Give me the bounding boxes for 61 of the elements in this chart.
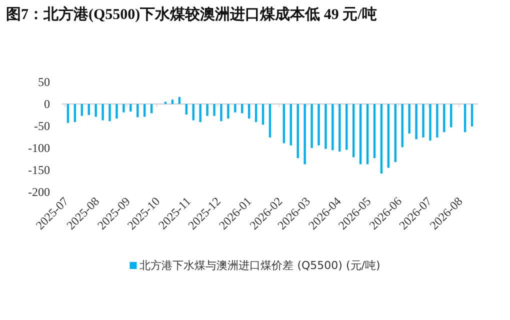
bar	[304, 104, 306, 164]
bar	[248, 104, 250, 119]
y-tick-label: -100	[28, 141, 50, 155]
bar	[88, 104, 90, 115]
bar	[213, 104, 216, 116]
bar	[185, 104, 188, 115]
bar	[324, 104, 327, 149]
bar	[408, 104, 410, 134]
bar	[234, 104, 236, 112]
bar	[227, 104, 230, 119]
bar	[144, 104, 146, 117]
bar	[282, 104, 286, 144]
bar	[171, 100, 174, 104]
bar	[310, 104, 313, 148]
legend-label: 北方港下水煤与澳洲进口煤价差 (Q5500) (元/吨)	[140, 259, 380, 272]
bar	[206, 104, 208, 116]
bar	[373, 104, 376, 158]
bar	[254, 104, 258, 122]
bar	[422, 104, 424, 138]
bar	[338, 104, 341, 152]
y-tick-label: -150	[28, 163, 50, 177]
bar	[74, 104, 76, 122]
bar	[130, 104, 132, 112]
bar	[102, 104, 104, 120]
bar	[436, 104, 438, 138]
bar	[429, 104, 432, 141]
bar	[178, 96, 181, 104]
bar	[464, 104, 466, 132]
bar	[199, 104, 202, 122]
bar	[394, 104, 396, 162]
bar	[401, 104, 404, 148]
bar	[450, 104, 452, 128]
bar	[268, 104, 272, 138]
y-tick-label: 50	[38, 75, 50, 89]
bar	[352, 104, 355, 158]
bar	[415, 104, 418, 140]
y-tick-label: 0	[44, 97, 50, 111]
bar	[380, 104, 383, 174]
chart-title: 图7：北方港(Q5500)下水煤较澳洲进口煤成本低 49 元/吨	[6, 5, 378, 25]
bar	[262, 104, 264, 125]
bar	[470, 104, 474, 126]
bar	[443, 104, 446, 132]
bar	[80, 104, 84, 116]
bar	[192, 104, 194, 120]
bar	[290, 104, 292, 146]
bar	[387, 104, 390, 168]
bar	[220, 104, 222, 122]
bar	[66, 104, 70, 123]
y-tick-label: -200	[28, 185, 50, 199]
bar	[366, 104, 369, 164]
bar	[108, 104, 111, 122]
bar	[359, 104, 362, 164]
bar	[296, 104, 299, 158]
bar	[346, 104, 348, 150]
bar	[122, 104, 125, 112]
bar	[136, 104, 139, 118]
bar	[318, 104, 320, 146]
y-tick-label: -50	[34, 119, 50, 133]
bar	[116, 104, 118, 119]
bar	[332, 104, 334, 150]
bar	[94, 104, 97, 117]
